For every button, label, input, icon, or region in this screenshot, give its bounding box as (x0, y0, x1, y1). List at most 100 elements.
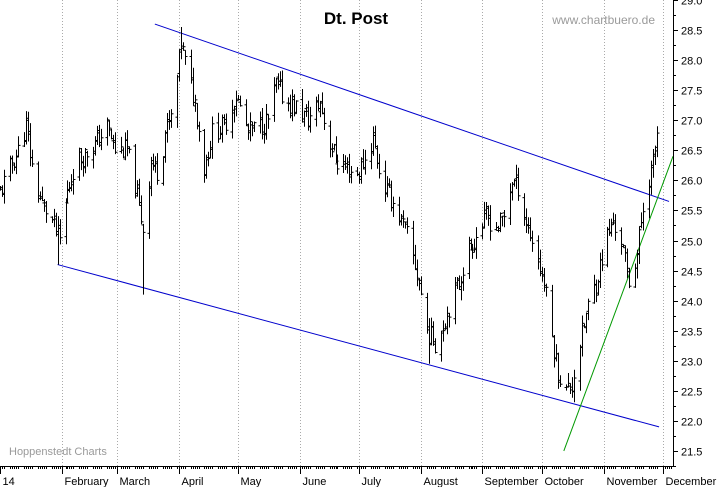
ohlc-bar (600, 249, 605, 272)
y-tick-label: 28.5 (681, 26, 702, 38)
ohlc-bar (349, 165, 354, 184)
ohlc-bar (119, 136, 124, 154)
x-tick-label: December (666, 476, 717, 487)
ohlc-bar (586, 298, 591, 321)
x-tick-label: May (241, 476, 262, 487)
ohlc-bar (544, 283, 549, 297)
ohlc-bar (210, 116, 215, 159)
ohlc-bar (266, 114, 271, 129)
y-tick-label: 27.5 (681, 86, 702, 98)
ohlc-bar (30, 149, 35, 167)
ohlc-bar (405, 217, 410, 234)
y-tick-label: 25.0 (681, 237, 702, 249)
ohlc-bar (139, 195, 144, 225)
ohlc-bar (248, 112, 253, 142)
x-tick-label: November (607, 476, 658, 487)
source-label: Hoppenstedt Charts (9, 446, 107, 458)
ohlc-bar (280, 70, 285, 105)
ohlc-bar (99, 128, 104, 151)
ohlc-bar (2, 169, 7, 204)
ohlc-bar (516, 167, 521, 201)
y-tick-label: 23.0 (681, 357, 702, 369)
chart-title: Dt. Post (324, 9, 389, 28)
x-tick-label: August (424, 476, 458, 487)
ohlc-bar (488, 205, 493, 241)
ohlc-bar (502, 209, 507, 228)
ohlc-bar (461, 267, 466, 291)
ohlc-bar (655, 126, 660, 158)
y-tick-label: 26.5 (681, 146, 702, 158)
ohlc-bar (498, 212, 503, 233)
ohlc-bar (85, 150, 90, 167)
ohlc-bar (197, 121, 202, 142)
ohlc-bar (308, 106, 313, 133)
ohlc-bar (377, 153, 382, 179)
x-tick-label: September (485, 476, 539, 487)
ohlc-bar (322, 107, 327, 131)
ohlc-bar (183, 49, 188, 65)
ohlc-bar (16, 136, 21, 158)
ohlc-bars (0, 27, 660, 403)
ohlc-bar (419, 276, 424, 296)
ohlc-bar (530, 230, 535, 252)
y-tick-label: 27.0 (681, 116, 702, 128)
ohlc-bar (238, 95, 243, 107)
y-tick-label: 23.5 (681, 327, 702, 339)
y-tick-label: 26.0 (681, 176, 702, 188)
ohlc-bar (58, 219, 63, 245)
ohlc-bar (206, 151, 211, 167)
ohlc-bar (127, 146, 132, 154)
ohlc-bar (641, 202, 646, 231)
ohlc-bar (234, 90, 239, 117)
x-tick-label: June (303, 476, 327, 487)
ohlc-bar (572, 369, 577, 403)
ohlc-bar (252, 121, 257, 132)
y-tick-label: 22.5 (681, 387, 702, 399)
ohlc-bar (113, 132, 118, 155)
ohlc-bar (447, 312, 452, 328)
ohlc-bar (637, 226, 642, 265)
x-tick-label: March (120, 476, 151, 487)
ohlc-bar (613, 214, 618, 241)
y-tick-label: 25.5 (681, 206, 702, 218)
ohlc-bar (558, 375, 563, 388)
x-tick-label: February (65, 476, 110, 487)
ohlc-bar (391, 196, 396, 218)
ohlc-bar (224, 113, 229, 135)
ohlc-bar (141, 223, 146, 295)
ohlc-bar (105, 117, 110, 146)
ohlc-bar (294, 100, 299, 115)
ohlc-bar (44, 201, 49, 223)
y-tick-label: 24.0 (681, 297, 702, 309)
ohlc-bar (580, 315, 585, 357)
x-tick-label: July (362, 476, 382, 487)
x-tick-label: 14 (3, 476, 15, 487)
y-tick-label: 28.0 (681, 56, 702, 68)
ohlc-bar (619, 227, 624, 255)
ohlc-bar (441, 320, 446, 342)
ohlc-bar (155, 153, 160, 185)
ohlc-bar (330, 143, 335, 158)
y-tick-label: 29.0 (681, 0, 702, 8)
ohlc-bar (169, 109, 174, 128)
y-tick-label: 24.5 (681, 267, 702, 279)
ohlc-bar (71, 169, 76, 195)
y-tick-label: 21.5 (681, 447, 702, 459)
x-tick-label: April (182, 476, 204, 487)
ohlc-bar (363, 149, 368, 175)
channel-upper-line (154, 23, 670, 202)
trend-lines (57, 23, 674, 452)
ohlc-bar (107, 120, 112, 137)
ohlc-bar (474, 227, 479, 259)
ohlc-bar (627, 267, 632, 289)
ohlc-bar (433, 338, 438, 354)
ohlc-bar (181, 42, 186, 51)
y-tick-label: 22.0 (681, 417, 702, 429)
ohlc-bar (335, 154, 340, 175)
ohlc-bar (401, 210, 406, 228)
x-tick-label: October (545, 476, 584, 487)
channel-lower-line (57, 264, 660, 428)
